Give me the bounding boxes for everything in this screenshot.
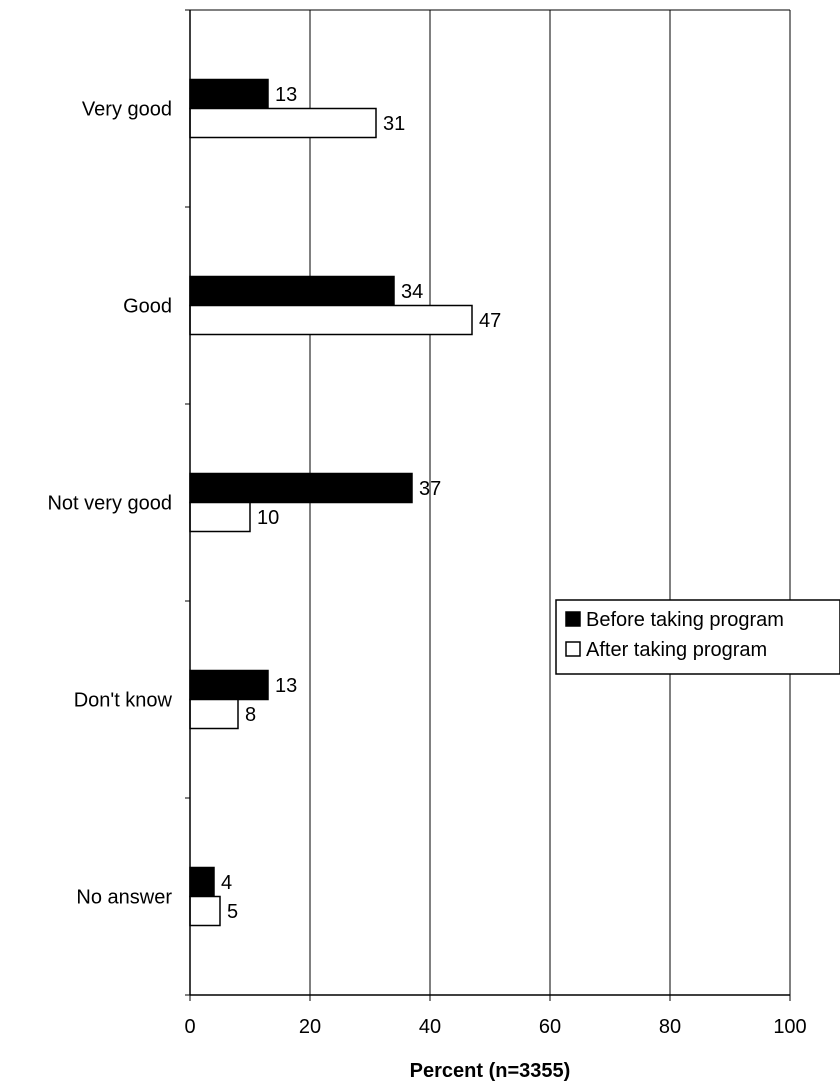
bar-before-1 xyxy=(189,275,395,307)
bar-after-4 xyxy=(189,895,221,927)
legend-label-before: Before taking program xyxy=(586,609,784,631)
x-axis-title: Percent (n=3355) xyxy=(410,1060,571,1082)
bar-after-2 xyxy=(189,501,251,533)
category-label-3: Don't know xyxy=(74,690,173,712)
legend-swatch-before xyxy=(565,611,581,627)
x-tick-label-40: 40 xyxy=(419,1016,441,1038)
legend-label-after: After taking program xyxy=(586,639,767,661)
data-label-before-4: 4 xyxy=(221,872,232,894)
gridlines xyxy=(309,10,791,995)
legend-box xyxy=(555,599,840,675)
bar-before-2 xyxy=(189,472,413,504)
bar-after-1 xyxy=(189,304,473,336)
bar-before-3 xyxy=(189,669,269,701)
category-label-0: Very good xyxy=(82,99,172,121)
data-label-after-3: 8 xyxy=(245,704,256,726)
data-label-before-0: 13 xyxy=(275,84,297,106)
bar-before-4 xyxy=(189,866,215,898)
data-label-after-0: 31 xyxy=(383,113,405,135)
bar-before-0 xyxy=(189,78,269,110)
x-tick-label-60: 60 xyxy=(539,1016,561,1038)
x-tick-label-0: 0 xyxy=(184,1016,195,1038)
legend: Before taking program After taking progra… xyxy=(555,599,840,675)
x-tick-label-20: 20 xyxy=(299,1016,321,1038)
bar-after-3 xyxy=(189,698,239,730)
bar-after-0 xyxy=(189,107,377,139)
labels: 13 31 Very good 34 47 Good 37 10 Not very good 13… xyxy=(47,84,806,1038)
category-label-1: Good xyxy=(123,296,172,318)
data-label-after-2: 10 xyxy=(257,507,279,529)
category-label-2: Not very good xyxy=(47,493,172,515)
x-tick-label-100: 100 xyxy=(773,1016,806,1038)
category-label-4: No answer xyxy=(76,887,172,909)
axes xyxy=(185,9,791,1001)
data-label-before-1: 34 xyxy=(401,281,423,303)
data-label-before-3: 13 xyxy=(275,675,297,697)
data-label-before-2: 37 xyxy=(419,478,441,500)
x-tick-label-80: 80 xyxy=(659,1016,681,1038)
data-label-after-1: 47 xyxy=(479,310,501,332)
data-label-after-4: 5 xyxy=(227,901,238,923)
legend-swatch-after xyxy=(565,641,581,657)
